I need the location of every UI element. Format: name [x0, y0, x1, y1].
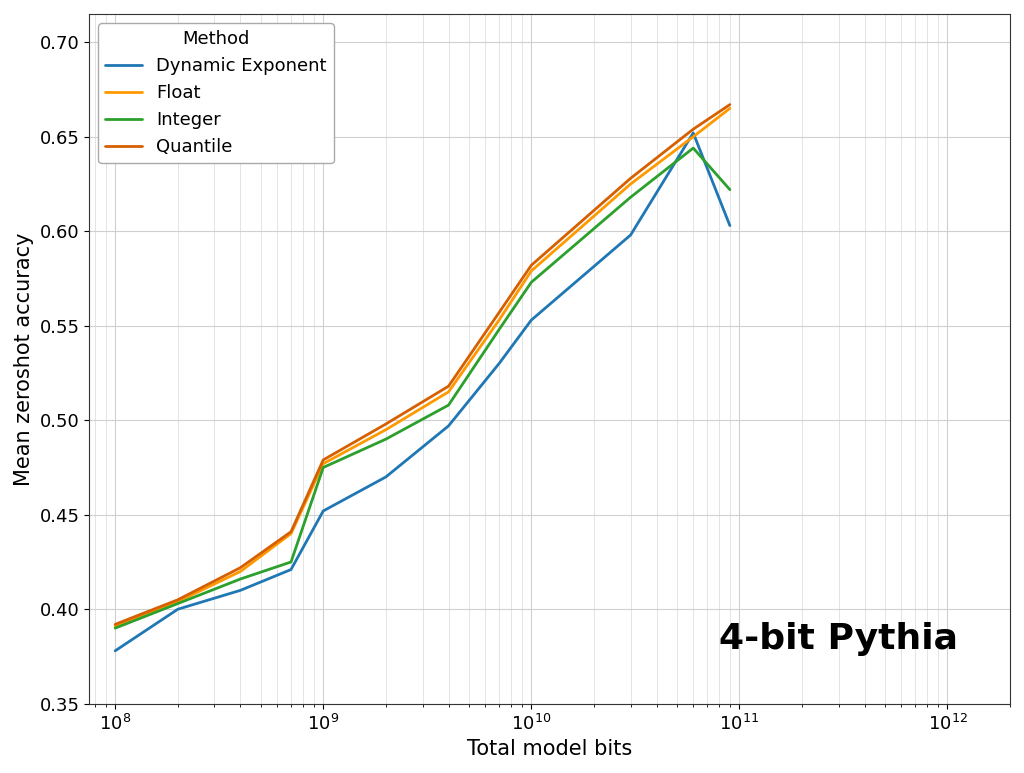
Legend: Dynamic Exponent, Float, Integer, Quantile: Dynamic Exponent, Float, Integer, Quanti…	[98, 23, 334, 163]
Text: 4-bit Pythia: 4-bit Pythia	[719, 622, 958, 656]
Float	[724, 104, 736, 113]
Dynamic Exponent	[724, 221, 736, 230]
Quantile	[234, 563, 247, 572]
Quantile	[172, 595, 184, 604]
Dynamic Exponent	[380, 472, 392, 482]
Quantile	[525, 261, 538, 270]
Integer	[525, 278, 538, 287]
Integer	[442, 400, 455, 410]
Integer	[172, 599, 184, 608]
Quantile	[687, 124, 699, 134]
Integer	[687, 144, 699, 153]
Dynamic Exponent	[687, 128, 699, 138]
Dynamic Exponent	[285, 565, 297, 574]
Dynamic Exponent	[109, 646, 121, 656]
Integer	[234, 574, 247, 584]
Float	[317, 459, 330, 468]
Line: Integer: Integer	[115, 148, 730, 628]
Line: Dynamic Exponent: Dynamic Exponent	[115, 133, 730, 651]
Dynamic Exponent	[442, 421, 455, 431]
Quantile	[109, 620, 121, 629]
Quantile	[724, 100, 736, 109]
Integer	[317, 463, 330, 472]
Line: Float: Float	[115, 108, 730, 626]
Quantile	[493, 308, 505, 317]
Quantile	[442, 382, 455, 391]
Dynamic Exponent	[493, 359, 505, 368]
Float	[380, 425, 392, 434]
Y-axis label: Mean zeroshot accuracy: Mean zeroshot accuracy	[14, 232, 34, 485]
X-axis label: Total model bits: Total model bits	[467, 739, 632, 759]
Dynamic Exponent	[234, 586, 247, 595]
Float	[493, 315, 505, 325]
Integer	[625, 192, 637, 202]
Float	[687, 132, 699, 141]
Float	[625, 179, 637, 189]
Integer	[380, 434, 392, 444]
Dynamic Exponent	[625, 230, 637, 240]
Quantile	[317, 455, 330, 465]
Quantile	[285, 527, 297, 536]
Float	[172, 597, 184, 606]
Integer	[724, 185, 736, 194]
Dynamic Exponent	[172, 604, 184, 614]
Quantile	[380, 420, 392, 429]
Float	[109, 621, 121, 631]
Float	[525, 266, 538, 275]
Integer	[285, 557, 297, 567]
Integer	[109, 624, 121, 633]
Float	[234, 567, 247, 576]
Integer	[493, 325, 505, 334]
Dynamic Exponent	[317, 506, 330, 516]
Line: Quantile: Quantile	[115, 104, 730, 625]
Float	[442, 387, 455, 397]
Dynamic Exponent	[525, 315, 538, 325]
Float	[285, 529, 297, 538]
Quantile	[625, 174, 637, 183]
